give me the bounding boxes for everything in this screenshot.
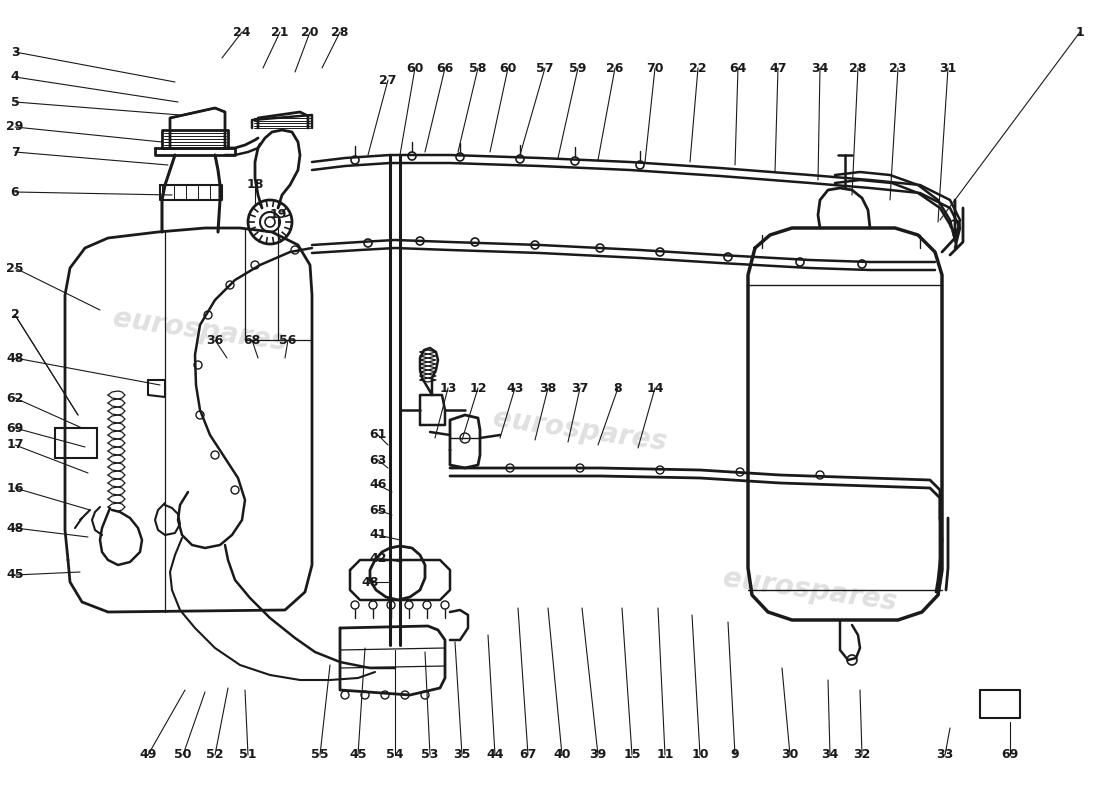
Text: 31: 31	[939, 62, 957, 74]
Text: 56: 56	[279, 334, 297, 346]
Text: eurospares: eurospares	[492, 404, 669, 456]
Text: 45: 45	[7, 569, 24, 582]
Text: 21: 21	[272, 26, 288, 38]
Text: 67: 67	[519, 749, 537, 762]
Text: 2: 2	[11, 309, 20, 322]
Text: 60: 60	[499, 62, 517, 74]
Text: 41: 41	[370, 529, 387, 542]
Text: 50: 50	[174, 749, 191, 762]
Text: 20: 20	[301, 26, 319, 38]
Text: 34: 34	[822, 749, 838, 762]
Text: 53: 53	[421, 749, 439, 762]
Text: 58: 58	[470, 62, 486, 74]
Text: 46: 46	[370, 478, 387, 491]
Text: 52: 52	[207, 749, 223, 762]
Text: 39: 39	[590, 749, 606, 762]
Text: eurospares: eurospares	[722, 564, 899, 616]
Text: 33: 33	[936, 749, 954, 762]
Text: 24: 24	[233, 26, 251, 38]
Text: 32: 32	[854, 749, 871, 762]
Text: 25: 25	[7, 262, 24, 274]
Text: 68: 68	[243, 334, 261, 346]
Text: 70: 70	[647, 62, 663, 74]
Text: 9: 9	[730, 749, 739, 762]
Text: 66: 66	[437, 62, 453, 74]
Text: 51: 51	[240, 749, 256, 762]
Text: 3: 3	[11, 46, 20, 58]
Text: 49: 49	[140, 749, 156, 762]
Text: 37: 37	[571, 382, 588, 394]
Text: 60: 60	[406, 62, 424, 74]
Text: 36: 36	[207, 334, 223, 346]
Text: 26: 26	[606, 62, 624, 74]
Text: 11: 11	[657, 749, 673, 762]
Text: 62: 62	[7, 391, 24, 405]
Text: 69: 69	[1001, 749, 1019, 762]
Text: 14: 14	[647, 382, 663, 394]
Text: 15: 15	[624, 749, 640, 762]
Text: 65: 65	[370, 503, 387, 517]
Text: 4: 4	[11, 70, 20, 83]
Text: 45: 45	[350, 749, 366, 762]
Text: 42: 42	[370, 551, 387, 565]
Text: 13: 13	[439, 382, 456, 394]
Text: 35: 35	[453, 749, 471, 762]
Text: 43: 43	[506, 382, 524, 394]
Text: 23: 23	[889, 62, 906, 74]
Text: 40: 40	[553, 749, 571, 762]
Text: 8: 8	[614, 382, 623, 394]
Text: 16: 16	[7, 482, 24, 494]
Text: 69: 69	[7, 422, 23, 434]
Text: 54: 54	[386, 749, 404, 762]
Text: 22: 22	[690, 62, 706, 74]
Text: 19: 19	[270, 209, 287, 222]
Text: 27: 27	[379, 74, 397, 86]
Text: 55: 55	[311, 749, 329, 762]
Text: eurospares: eurospares	[111, 304, 289, 356]
Text: 28: 28	[849, 62, 867, 74]
Text: 63: 63	[370, 454, 386, 466]
Text: 5: 5	[11, 95, 20, 109]
Text: 61: 61	[370, 429, 387, 442]
Text: 48: 48	[7, 351, 24, 365]
Text: 29: 29	[7, 121, 24, 134]
Text: 6: 6	[11, 186, 20, 198]
Text: 44: 44	[486, 749, 504, 762]
Text: 7: 7	[11, 146, 20, 158]
Text: 59: 59	[570, 62, 586, 74]
Text: 17: 17	[7, 438, 24, 451]
Text: 18: 18	[246, 178, 264, 191]
Text: 64: 64	[729, 62, 747, 74]
Text: 57: 57	[537, 62, 553, 74]
Text: 48: 48	[361, 575, 378, 589]
Text: 28: 28	[331, 26, 349, 38]
Text: 30: 30	[781, 749, 799, 762]
Text: 47: 47	[769, 62, 786, 74]
Text: 12: 12	[470, 382, 486, 394]
Text: 38: 38	[539, 382, 557, 394]
Text: 10: 10	[691, 749, 708, 762]
Text: 1: 1	[1076, 26, 1085, 38]
Bar	[55, 428, 97, 458]
Text: 34: 34	[812, 62, 828, 74]
Text: 48: 48	[7, 522, 24, 534]
